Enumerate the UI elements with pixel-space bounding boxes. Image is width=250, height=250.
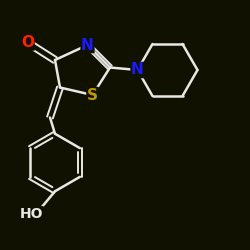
Text: O: O bbox=[21, 35, 34, 50]
Text: S: S bbox=[87, 88, 98, 102]
Text: N: N bbox=[81, 38, 94, 52]
Text: HO: HO bbox=[20, 207, 43, 221]
Text: N: N bbox=[131, 62, 144, 78]
